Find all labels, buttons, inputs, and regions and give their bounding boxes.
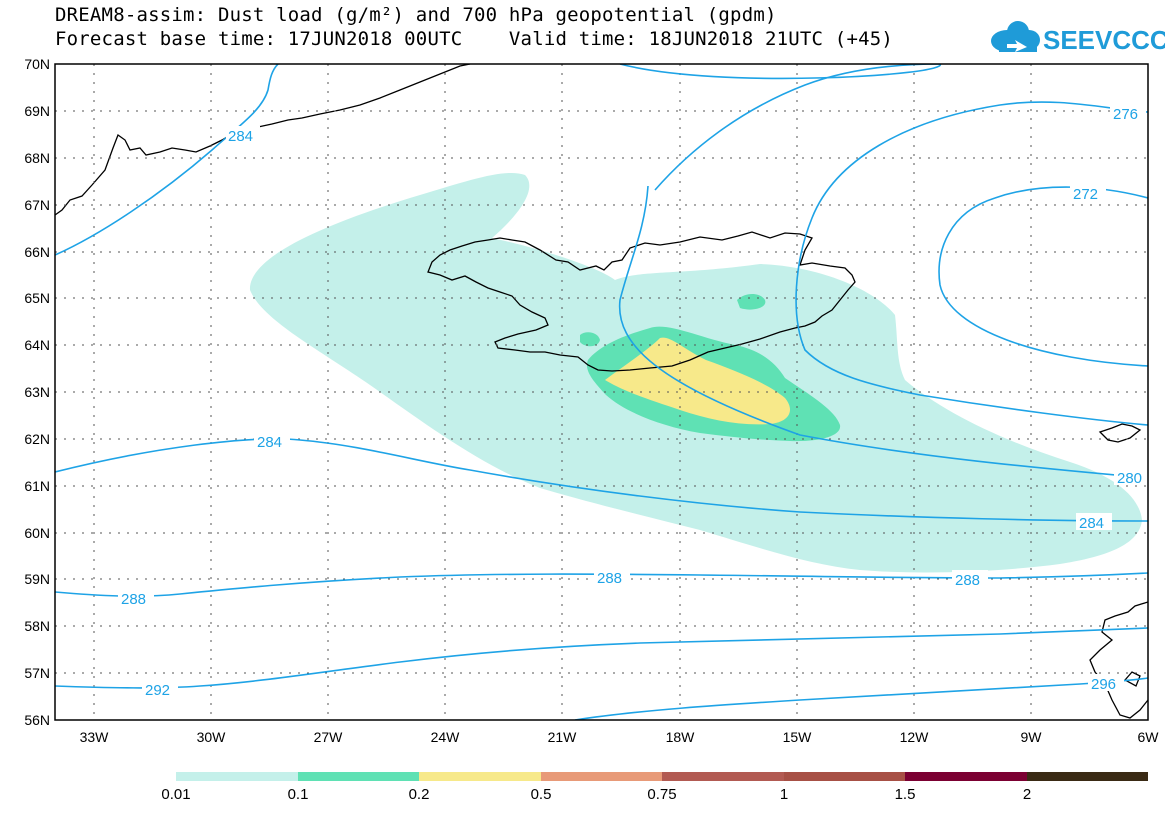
dust-band-0.1-west (580, 332, 600, 347)
contour-292 (55, 627, 1148, 689)
legend-swatch (298, 772, 419, 781)
lon-label: 30W (197, 729, 227, 745)
dust-load-field (249, 172, 1142, 573)
greenland-coast (55, 64, 471, 216)
contour-labels: 284 276 272 284 280 284 288 288 288 292 … (118, 104, 1148, 699)
contour-296 (574, 677, 1148, 720)
map-title: DREAM8-assim: Dust load (g/m²) and 700 h… (55, 4, 777, 26)
coastlines (55, 64, 1148, 719)
legend-swatch (541, 772, 662, 781)
lat-label: 60N (24, 525, 50, 541)
contour-label: 288 (955, 572, 980, 589)
contour-label: 284 (228, 128, 253, 145)
lat-label: 59N (24, 571, 50, 587)
contour-label: 284 (257, 434, 282, 451)
legend-swatch (784, 772, 905, 781)
contour-label: 296 (1091, 676, 1116, 693)
lon-label: 15W (783, 729, 813, 745)
cloud-icon (991, 21, 1040, 52)
legend-swatch (662, 772, 784, 781)
lon-label: 9W (1021, 729, 1043, 745)
longitude-labels: 33W 30W 27W 24W 21W 18W 15W 12W 9W 6W (80, 729, 1160, 745)
lon-label: 33W (80, 729, 110, 745)
legend-label: 0.1 (287, 786, 309, 803)
contour-label: 292 (145, 682, 170, 699)
dust-band-0.2 (605, 337, 790, 425)
contour-272 (938, 186, 1148, 367)
lat-label: 65N (24, 290, 50, 306)
iceland-coast (427, 231, 856, 372)
contour-label: 276 (1113, 106, 1138, 123)
legend-swatch (176, 772, 298, 781)
forecast-time-line: Forecast base time: 17JUN2018 00UTC Vali… (55, 28, 894, 50)
legend-label: 1.5 (894, 786, 916, 803)
contour-284-iceland (618, 64, 1148, 479)
contour-label: 280 (1117, 470, 1142, 487)
logo-text: SEEVCCC (1043, 25, 1165, 55)
contour-284-mid (55, 438, 1148, 522)
lon-label: 6W (1138, 729, 1160, 745)
legend-swatch (419, 772, 541, 781)
lat-label: 64N (24, 337, 50, 353)
contour-284-north (55, 64, 279, 256)
contour-label: 288 (121, 591, 146, 608)
lat-label: 68N (24, 150, 50, 166)
contour-288 (55, 572, 1148, 597)
lon-label: 27W (314, 729, 344, 745)
lon-label: 24W (431, 729, 461, 745)
contour-label: 284 (1079, 515, 1104, 532)
legend-swatch (1027, 772, 1148, 781)
lat-label: 66N (24, 244, 50, 260)
lat-label: 61N (24, 478, 50, 494)
contour-280-north (795, 101, 1148, 426)
lat-label: 69N (24, 103, 50, 119)
lat-label: 67N (24, 197, 50, 213)
legend-label: 0.5 (530, 786, 552, 803)
scotland-coast (1089, 601, 1148, 719)
contour-276-branch (654, 64, 941, 191)
lat-label: 56N (24, 712, 50, 728)
map-frame (54, 63, 1149, 721)
lon-label: 21W (548, 729, 578, 745)
seevccc-logo: SEEVCCC (991, 21, 1165, 55)
lon-label: 18W (666, 729, 696, 745)
contour-label: 288 (597, 570, 622, 587)
legend-colorbar (176, 772, 1148, 781)
shetland (1123, 671, 1141, 687)
faroe-islands (1098, 423, 1142, 443)
lat-label: 62N (24, 431, 50, 447)
legend-label: 0.01 (161, 786, 191, 803)
latitude-labels: 70N 69N 68N 67N 66N 65N 64N 63N 62N 61N … (24, 56, 50, 728)
legend-swatch (905, 772, 1027, 781)
lat-label: 63N (24, 384, 50, 400)
legend-label: 1 (779, 786, 789, 803)
legend-label: 2 (1022, 786, 1032, 803)
geopotential-contours (55, 64, 1148, 720)
contour-label: 272 (1073, 186, 1098, 203)
legend-label: 0.2 (408, 786, 430, 803)
lat-label: 58N (24, 618, 50, 634)
lon-label: 12W (900, 729, 930, 745)
lat-label: 57N (24, 665, 50, 681)
legend-label: 0.75 (647, 786, 677, 803)
lat-label: 70N (24, 56, 50, 72)
